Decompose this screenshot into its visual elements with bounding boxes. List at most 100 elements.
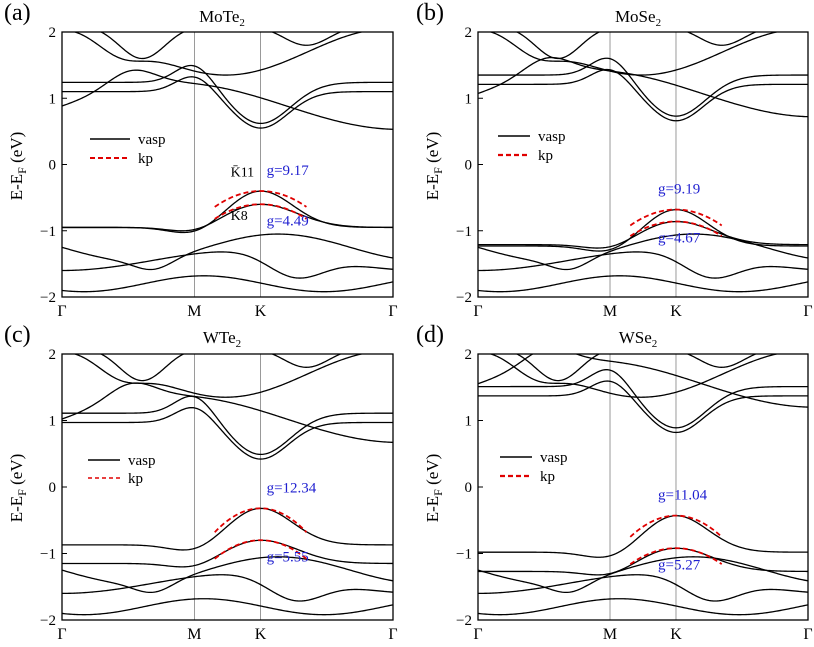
kp-fit-line-1 <box>629 547 723 565</box>
band-line-3 <box>478 251 808 279</box>
band-line-8 <box>488 354 780 398</box>
x-tick-label: Γ <box>473 626 482 643</box>
legend-vasp-label: vasp <box>540 450 568 466</box>
plot-frame <box>477 31 809 298</box>
y-tick-label: 2 <box>49 347 57 363</box>
band-line-6 <box>62 395 393 456</box>
band-line-1 <box>478 547 808 576</box>
x-tick-label: Γ <box>57 626 66 643</box>
x-tick-label: M <box>603 303 617 320</box>
band-line-8 <box>488 32 780 76</box>
panel-b: (b) MoSe2 E-EF (eV) g=9.19g=4.67210−1−2Γ… <box>416 0 813 320</box>
band-line-1 <box>478 220 808 249</box>
band-line-4 <box>478 598 808 616</box>
x-tick-label: K <box>670 303 682 320</box>
legend: vasp kp <box>500 450 568 485</box>
kp-fit-line-1 <box>629 220 723 237</box>
g-label-k11: g=12.34 <box>267 480 317 496</box>
y-axis-label: E-EF (eV) <box>7 454 29 523</box>
y-tick-label: −1 <box>456 224 472 240</box>
y-tick-label: 1 <box>49 414 57 430</box>
band-line-5 <box>62 406 393 460</box>
panel-letter: (b) <box>416 0 444 26</box>
panel-title: WTe2 <box>203 328 241 350</box>
legend: vasp kp <box>498 129 566 164</box>
g-label-k8: g=4.67 <box>658 231 701 247</box>
band-line-6 <box>478 369 808 429</box>
band-line-0 <box>62 190 393 234</box>
x-tick-label: M <box>187 626 201 643</box>
band-line-5 <box>478 380 808 434</box>
x-tick-label: M <box>187 303 201 320</box>
band-line-2 <box>478 233 808 271</box>
band-line-9 <box>515 354 758 382</box>
g-label-k8: g=4.49 <box>267 213 309 229</box>
band-line-3 <box>478 574 808 602</box>
band-line-7 <box>478 56 808 118</box>
band-line-7 <box>478 354 808 408</box>
y-tick-label: 2 <box>465 25 473 41</box>
band-line-3 <box>62 251 393 279</box>
band-line-7 <box>62 69 393 130</box>
y-tick-label: −1 <box>456 547 472 563</box>
x-tick-label: K <box>255 303 267 320</box>
legend: vasp kp <box>88 453 156 487</box>
x-tick-label: Γ <box>388 303 397 320</box>
x-tick-label: Γ <box>57 303 66 320</box>
band-line-4 <box>62 598 393 616</box>
band-line-7 <box>62 382 393 443</box>
band-line-3 <box>62 574 393 602</box>
y-tick-label: −1 <box>40 547 56 563</box>
panel-title: WSe2 <box>619 328 658 350</box>
band-line-5 <box>62 76 393 129</box>
panel-letter: (d) <box>416 322 444 348</box>
band-line-9 <box>99 354 343 382</box>
band-line-5 <box>478 68 808 122</box>
y-tick-label: 0 <box>49 480 57 496</box>
panel-letter: (a) <box>4 0 31 26</box>
panel-a: (a) MoTe2 E-EF (eV) g=9.17 g=4.49 K̄11 K̄8 2… <box>4 0 398 320</box>
x-tick-label: Γ <box>803 626 812 643</box>
y-tick-label: 1 <box>49 91 57 107</box>
g-label-k11: g=11.04 <box>658 488 708 504</box>
band-line-9 <box>99 32 343 60</box>
g-label-k8: g=5.27 <box>658 557 701 573</box>
kp-fit-line-1 <box>214 539 308 560</box>
legend-kp-label: kp <box>138 151 153 167</box>
y-tick-label: 0 <box>465 480 473 496</box>
y-axis-label: E-EF (eV) <box>423 132 445 201</box>
y-tick-label: −2 <box>40 290 56 306</box>
panel-c: (c) WTe2 E-EF (eV) g=12.34g=5.55210−1−2Γ… <box>4 322 398 643</box>
kp-fit-line-1 <box>214 203 307 220</box>
x-tick-label: K <box>255 626 267 643</box>
band-line-0 <box>478 515 808 558</box>
plot-frame <box>61 31 394 298</box>
y-tick-label: 1 <box>465 91 473 107</box>
plot-frame <box>477 353 809 621</box>
plot-frame <box>61 353 394 621</box>
y-tick-label: 2 <box>49 25 57 41</box>
band-line-8 <box>72 354 365 398</box>
kp-fit-line-0 <box>629 208 723 227</box>
panel-d: (d) WSe2 E-EF (eV) g=11.04g=5.27210−1−2Γ… <box>416 322 813 643</box>
y-axis-label: E-EF (eV) <box>423 454 445 523</box>
band-line-2 <box>62 556 393 594</box>
band-line-1 <box>62 539 393 568</box>
kp-fit-line-0 <box>214 190 307 208</box>
x-tick-label: K <box>670 626 682 643</box>
y-tick-label: 0 <box>49 158 57 174</box>
legend: vasp kp <box>90 132 166 167</box>
panel-letter: (c) <box>4 322 31 348</box>
kp-fit-line-0 <box>214 507 308 533</box>
y-tick-label: 2 <box>465 347 473 363</box>
y-tick-label: −2 <box>456 613 472 629</box>
y-tick-label: −2 <box>40 613 56 629</box>
legend-vasp-label: vasp <box>128 453 156 469</box>
legend-kp-label: kp <box>538 148 553 164</box>
g-label-k11: g=9.19 <box>658 182 700 198</box>
band-line-0 <box>62 507 393 551</box>
legend-kp-label: kp <box>128 471 143 487</box>
legend-kp-label: kp <box>540 469 555 485</box>
x-tick-label: Γ <box>473 303 482 320</box>
